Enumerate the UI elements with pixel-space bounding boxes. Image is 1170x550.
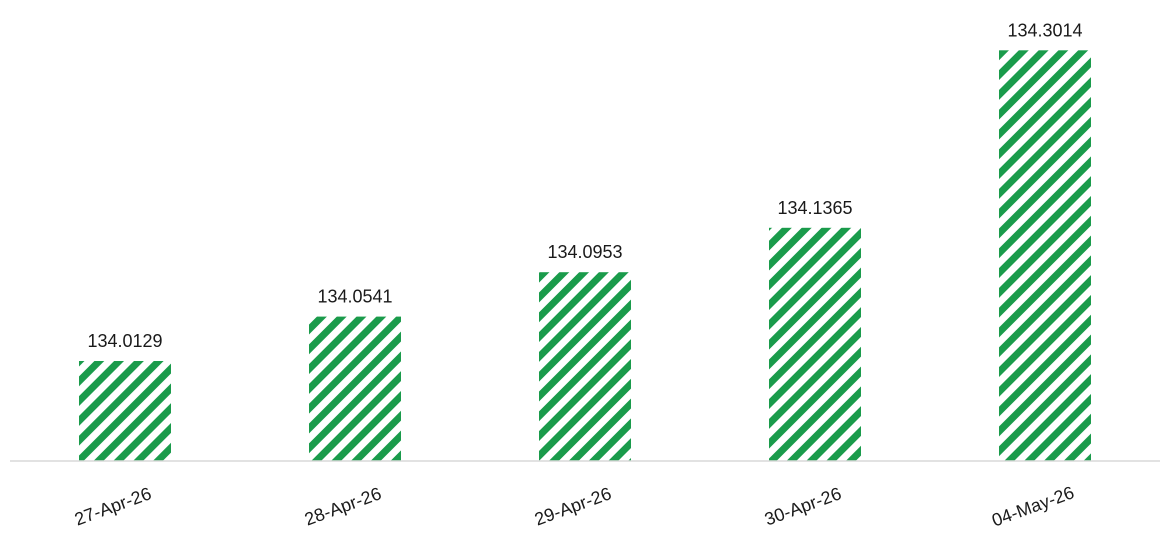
bar-04-May-26 [999, 50, 1091, 462]
data-label-27-Apr-26: 134.0129 [87, 331, 162, 351]
x-tick-label-04-May-26: 04-May-26 [989, 482, 1077, 530]
bars-layer [79, 50, 1091, 462]
bar-30-Apr-26 [769, 227, 861, 461]
x-tick-label-28-Apr-26: 28-Apr-26 [302, 483, 384, 529]
data-label-29-Apr-26: 134.0953 [547, 242, 622, 262]
data-label-04-May-26: 134.3014 [1007, 20, 1082, 40]
data-label-30-Apr-26: 134.1365 [777, 198, 852, 218]
x-tick-labels-layer: 27-Apr-26 28-Apr-26 29-Apr-26 30-Apr-26 04-M… [72, 482, 1077, 530]
x-tick-label-30-Apr-26: 30-Apr-26 [762, 483, 844, 529]
data-labels-layer: 134.0129 134.0541 134.0953 134.1365 134.3014 [87, 20, 1082, 351]
bar-29-Apr-26 [539, 272, 631, 461]
bar-28-Apr-26 [309, 316, 401, 461]
bar-27-Apr-26 [79, 361, 171, 461]
x-tick-label-27-Apr-26: 27-Apr-26 [72, 483, 154, 529]
x-tick-label-29-Apr-26: 29-Apr-26 [532, 483, 614, 529]
data-label-28-Apr-26: 134.0541 [317, 287, 392, 307]
